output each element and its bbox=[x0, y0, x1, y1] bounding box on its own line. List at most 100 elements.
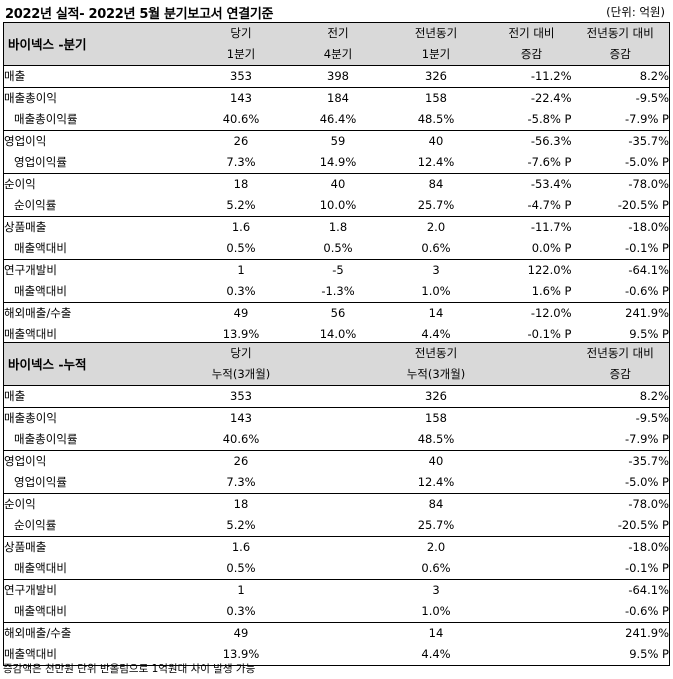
cell-value: 0.5% bbox=[226, 561, 256, 575]
row-label: 순이익 bbox=[3, 493, 187, 515]
cell-value: -9.5% bbox=[571, 87, 670, 109]
cell-empty bbox=[295, 407, 381, 429]
cell-value: -78.0% bbox=[571, 173, 670, 195]
cell-value: 1.8 bbox=[295, 216, 381, 238]
cell-value: -5.0% P bbox=[571, 472, 670, 494]
row-label: 매출액대비 bbox=[3, 281, 187, 303]
cell-empty bbox=[295, 622, 381, 644]
table-row: 상품매출 1.6 1.8 2.0 -11.7% -18.0% bbox=[3, 216, 670, 238]
cell-value: 14 bbox=[380, 302, 492, 324]
cell-empty bbox=[492, 558, 572, 580]
cell-value: 3 bbox=[380, 579, 492, 601]
column-header: 전기 대비 bbox=[491, 22, 572, 44]
cell-value: 143 bbox=[186, 87, 296, 109]
table-row: 매출액대비 0.3% -1.3% 1.0% 1.6% P -0.6% P bbox=[3, 281, 670, 303]
row-label: 매출액대비 bbox=[3, 601, 187, 623]
row-label: 해외매출/수출 bbox=[3, 622, 187, 644]
cell-value: 184 bbox=[295, 87, 381, 109]
page-title: 2022년 실적- 2022년 5월 분기보고서 연결기준 bbox=[5, 7, 274, 22]
cell-empty bbox=[491, 622, 572, 644]
cell-empty bbox=[295, 493, 381, 515]
row-label: 매출총이익 bbox=[3, 407, 187, 429]
row-label: 영업이익 bbox=[3, 130, 187, 152]
cell-value: 158 bbox=[380, 87, 492, 109]
cell-value: 0.6% bbox=[421, 561, 451, 575]
table-row: 매출 353 326 8.2% bbox=[3, 385, 670, 408]
column-header: 당기 bbox=[186, 22, 296, 44]
column-header-sub: 증감 bbox=[491, 44, 572, 66]
table-row: 매출액대비 0.5% 0.6% -0.1% P bbox=[3, 558, 670, 580]
cell-empty bbox=[295, 536, 381, 558]
table-row: 영업이익 26 40 -35.7% bbox=[3, 450, 670, 472]
cell-empty bbox=[491, 493, 572, 515]
table-row: 매출 353 398 326 -11.2% 8.2% bbox=[3, 65, 670, 88]
cell-value: 18 bbox=[186, 173, 296, 195]
cell-value: 1 bbox=[186, 259, 296, 281]
cell-value: 2.0 bbox=[380, 216, 492, 238]
column-header-sub bbox=[491, 364, 572, 386]
cell-value: -7.9% P bbox=[571, 429, 670, 451]
row-label: 상품매출 bbox=[3, 216, 187, 238]
cell-value: -0.6% P bbox=[571, 281, 670, 303]
cell-value: 2.0 bbox=[380, 536, 492, 558]
cell-value: 5.2% bbox=[226, 198, 256, 212]
cell-empty bbox=[491, 536, 572, 558]
cell-empty bbox=[492, 429, 572, 451]
cell-value: 26 bbox=[186, 450, 296, 472]
cell-value: -22.4% bbox=[491, 87, 572, 109]
cell-value: 0.0% P bbox=[531, 241, 572, 255]
cell-value: 84 bbox=[380, 493, 492, 515]
table-row: 매출총이익 143 184 158 -22.4% -9.5% bbox=[3, 87, 670, 109]
cell-value: -64.1% bbox=[571, 579, 670, 601]
cell-value: 326 bbox=[380, 385, 492, 408]
cell-value: -11.7% bbox=[491, 216, 572, 238]
cell-value: 48.5% bbox=[417, 112, 455, 126]
cell-value: 56 bbox=[295, 302, 381, 324]
table-row: 영업이익률 7.3% 12.4% -5.0% P bbox=[3, 472, 670, 494]
row-label: 순이익률 bbox=[3, 195, 187, 217]
row-label: 연구개발비 bbox=[3, 579, 187, 601]
cell-value: -0.6% P bbox=[571, 601, 670, 623]
cell-empty bbox=[295, 579, 381, 601]
cell-value: -1.3% bbox=[321, 284, 355, 298]
cell-value: 241.9% bbox=[571, 302, 670, 324]
column-header-sub bbox=[295, 364, 381, 386]
cell-empty bbox=[296, 601, 381, 623]
cell-value: 1.0% bbox=[421, 604, 451, 618]
column-header: 전년동기 bbox=[380, 342, 492, 364]
table-row: 연구개발비 1 3 -64.1% bbox=[3, 579, 670, 601]
cell-value: 40 bbox=[380, 130, 492, 152]
cell-value: 1.6 bbox=[186, 216, 296, 238]
cell-value: 1.0% bbox=[421, 284, 451, 298]
unit-label: (단위: 억원) bbox=[606, 5, 665, 19]
cell-value: 0.5% bbox=[323, 241, 353, 255]
row-label: 매출액대비 bbox=[3, 558, 187, 580]
cell-empty bbox=[296, 515, 381, 537]
cell-value: 143 bbox=[186, 407, 296, 429]
cell-value: -20.5% P bbox=[571, 195, 670, 217]
table-row: 매출액대비 13.9% 14.0% 4.4% -0.1% P 9.5% P bbox=[3, 324, 670, 346]
cell-value: 48.5% bbox=[417, 432, 455, 446]
cell-value: -11.2% bbox=[491, 65, 572, 88]
cell-value: 0.5% bbox=[226, 241, 256, 255]
column-header-sub: 증감 bbox=[571, 364, 670, 386]
column-header: 전기 bbox=[295, 22, 381, 44]
cell-value: 1.6 bbox=[186, 536, 296, 558]
table-row: 매출액대비 13.9% 4.4% 9.5% P bbox=[3, 644, 670, 666]
column-header: 전년동기 bbox=[380, 22, 492, 44]
column-header: 당기 bbox=[186, 342, 296, 364]
cell-empty bbox=[491, 407, 572, 429]
cell-value: -0.1% P bbox=[571, 238, 670, 260]
cell-value: 353 bbox=[186, 385, 296, 408]
cell-empty bbox=[295, 450, 381, 472]
cell-value: 353 bbox=[186, 65, 296, 88]
table-label: 바이넥스 -분기 bbox=[3, 22, 187, 66]
table-label: 바이넥스 -누적 bbox=[3, 342, 187, 386]
cell-value: -35.7% bbox=[571, 130, 670, 152]
row-label: 영업이익률 bbox=[3, 152, 187, 174]
cell-value: -18.0% bbox=[571, 536, 670, 558]
cell-value: 40.6% bbox=[222, 432, 260, 446]
table-row: 영업이익 26 59 40 -56.3% -35.7% bbox=[3, 130, 670, 152]
column-header-sub: 누적(3개월) bbox=[186, 364, 296, 386]
cell-value: 3 bbox=[380, 259, 492, 281]
